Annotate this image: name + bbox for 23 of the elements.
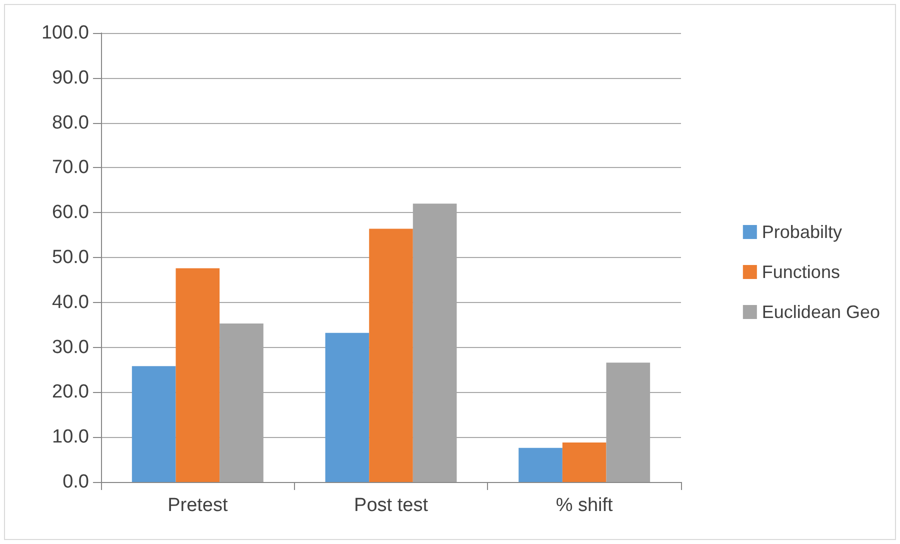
y-tick-label: 50.0 — [52, 247, 89, 268]
y-tick-label: 70.0 — [52, 157, 89, 178]
y-tick-label: 10.0 — [52, 426, 89, 448]
bar — [176, 268, 220, 482]
x-tick-label: Pretest — [168, 495, 228, 516]
y-tick-label: 0.0 — [62, 472, 89, 492]
y-tick-label: 100.0 — [41, 22, 89, 44]
y-tick-label: 60.0 — [52, 202, 89, 224]
legend-label: Functions — [762, 262, 840, 282]
y-tick-label: 20.0 — [52, 382, 89, 403]
y-tick-label: 30.0 — [52, 336, 89, 358]
bar — [562, 442, 606, 482]
bar — [325, 332, 370, 482]
x-tick-label: Post test — [354, 495, 429, 516]
y-tick-label: 80.0 — [52, 112, 89, 134]
y-tick-label: 40.0 — [52, 292, 89, 313]
bar — [518, 448, 562, 482]
y-tick-label: 90.0 — [52, 67, 89, 88]
legend-label: Probabilty — [762, 222, 842, 242]
x-tick-label: % shift — [556, 495, 614, 516]
legend-label: Euclidean Geo — [762, 302, 880, 322]
bar — [369, 228, 413, 482]
bar — [132, 366, 176, 482]
